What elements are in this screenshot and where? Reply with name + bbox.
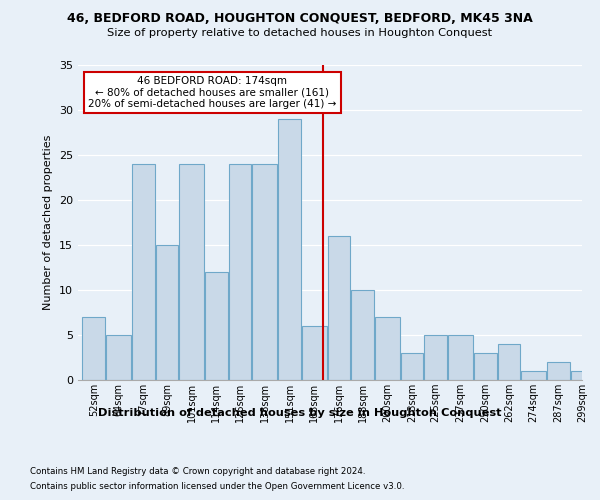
Bar bbox=[155, 245, 178, 380]
Bar bbox=[179, 164, 204, 380]
Bar bbox=[205, 272, 228, 380]
Bar bbox=[375, 317, 400, 380]
Bar bbox=[132, 164, 155, 380]
Bar bbox=[106, 335, 131, 380]
Text: Contains public sector information licensed under the Open Government Licence v3: Contains public sector information licen… bbox=[30, 482, 404, 491]
Bar bbox=[302, 326, 326, 380]
Bar bbox=[278, 119, 301, 380]
Text: Contains HM Land Registry data © Crown copyright and database right 2024.: Contains HM Land Registry data © Crown c… bbox=[30, 467, 365, 476]
Text: Distribution of detached houses by size in Houghton Conquest: Distribution of detached houses by size … bbox=[98, 408, 502, 418]
Bar bbox=[229, 164, 251, 380]
Bar bbox=[448, 335, 473, 380]
Bar bbox=[351, 290, 374, 380]
Y-axis label: Number of detached properties: Number of detached properties bbox=[43, 135, 53, 310]
Text: Size of property relative to detached houses in Houghton Conquest: Size of property relative to detached ho… bbox=[107, 28, 493, 38]
Bar bbox=[253, 164, 277, 380]
Bar bbox=[474, 353, 497, 380]
Bar bbox=[571, 371, 593, 380]
Bar bbox=[497, 344, 520, 380]
Bar bbox=[521, 371, 546, 380]
Bar bbox=[424, 335, 447, 380]
Bar bbox=[401, 353, 424, 380]
Bar bbox=[547, 362, 569, 380]
Text: 46 BEDFORD ROAD: 174sqm
← 80% of detached houses are smaller (161)
20% of semi-d: 46 BEDFORD ROAD: 174sqm ← 80% of detache… bbox=[88, 76, 337, 109]
Bar bbox=[328, 236, 350, 380]
Text: 46, BEDFORD ROAD, HOUGHTON CONQUEST, BEDFORD, MK45 3NA: 46, BEDFORD ROAD, HOUGHTON CONQUEST, BED… bbox=[67, 12, 533, 26]
Bar bbox=[82, 317, 105, 380]
